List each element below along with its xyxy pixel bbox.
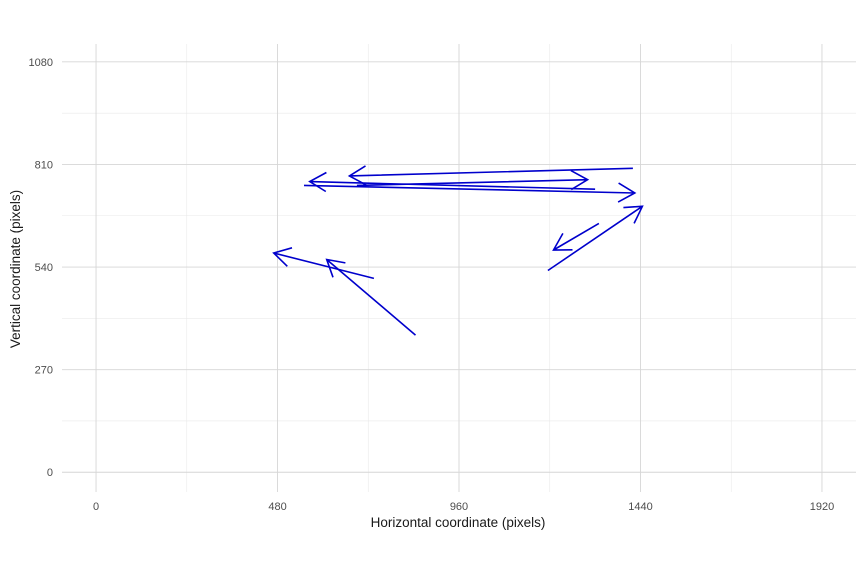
arrow-8 xyxy=(303,182,637,203)
arrow-layer xyxy=(272,165,644,336)
tick-labels: 0 480 960 1440 1920 0 270 540 810 1080 xyxy=(29,57,835,513)
arrow-4 xyxy=(552,222,600,251)
arrow-3 xyxy=(547,205,644,272)
y-tick-label: 1080 xyxy=(29,57,53,69)
y-tick-label: 810 xyxy=(35,159,53,171)
x-tick-label: 480 xyxy=(268,501,286,513)
y-tick-label: 540 xyxy=(35,262,53,274)
arrow-7 xyxy=(308,171,596,193)
x-tick-label: 1440 xyxy=(628,501,652,513)
arrow-5 xyxy=(347,165,633,186)
y-axis-title: Vertical coordinate (pixels) xyxy=(8,190,23,348)
x-tick-label: 0 xyxy=(93,501,99,513)
y-tick-label: 0 xyxy=(47,467,53,479)
arrow-2 xyxy=(272,247,375,280)
arrow-1 xyxy=(325,258,417,336)
x-tick-label: 1920 xyxy=(810,501,834,513)
grid-lines xyxy=(62,44,856,492)
x-axis-title: Horizontal coordinate (pixels) xyxy=(371,515,546,530)
y-tick-label: 270 xyxy=(35,365,53,377)
x-tick-label: 960 xyxy=(450,501,468,513)
